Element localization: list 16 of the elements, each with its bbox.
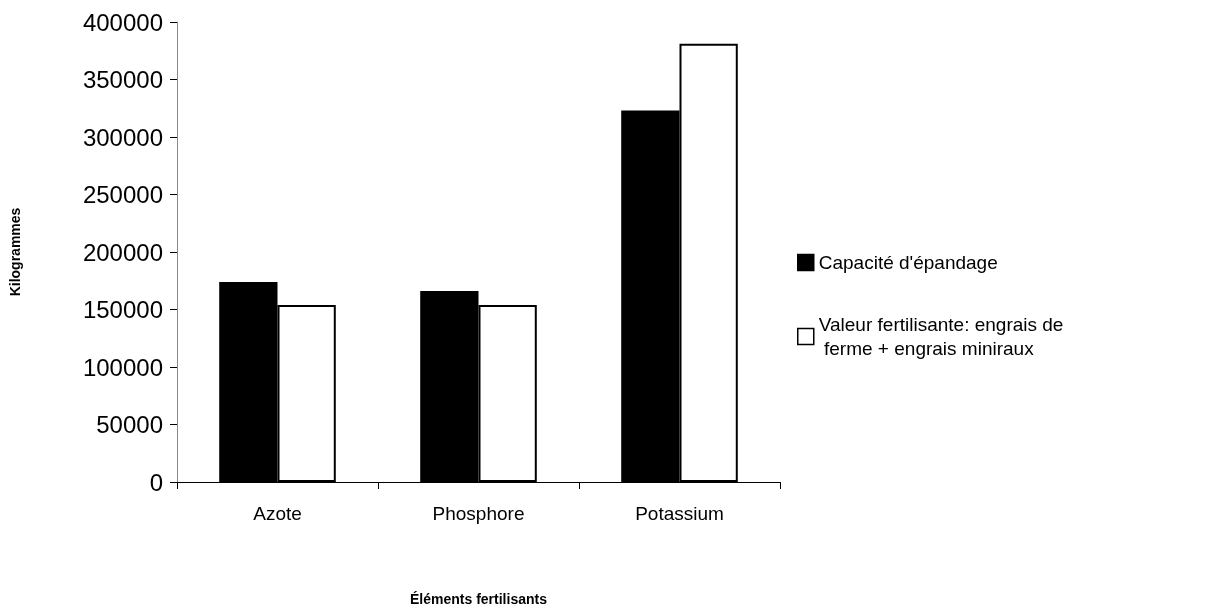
x-tick-label: Phosphore xyxy=(432,503,525,524)
y-tick-label: 400000 xyxy=(82,8,163,36)
legend-label: Capacité d'épandage xyxy=(818,252,998,273)
x-axis-title: Éléments fertilisants xyxy=(410,591,548,607)
x-tick-label: Potassium xyxy=(635,503,724,524)
x-tick-label: Azote xyxy=(253,503,302,524)
y-tick-label: 150000 xyxy=(82,296,163,323)
y-tick-label: 0 xyxy=(149,468,163,496)
y-tick-label: 250000 xyxy=(82,181,163,208)
legend-label: Valeur fertilisante: engrais de ferme + engrais miniraux xyxy=(818,314,1064,359)
y-tick-label: 100000 xyxy=(82,353,163,381)
y-tick-label: 50000 xyxy=(96,411,163,438)
y-tick-label: 200000 xyxy=(82,238,163,266)
y-tick-label: 350000 xyxy=(82,66,163,93)
y-axis-title: Kilogrammes xyxy=(7,207,23,297)
y-tick-label: 300000 xyxy=(82,123,163,151)
